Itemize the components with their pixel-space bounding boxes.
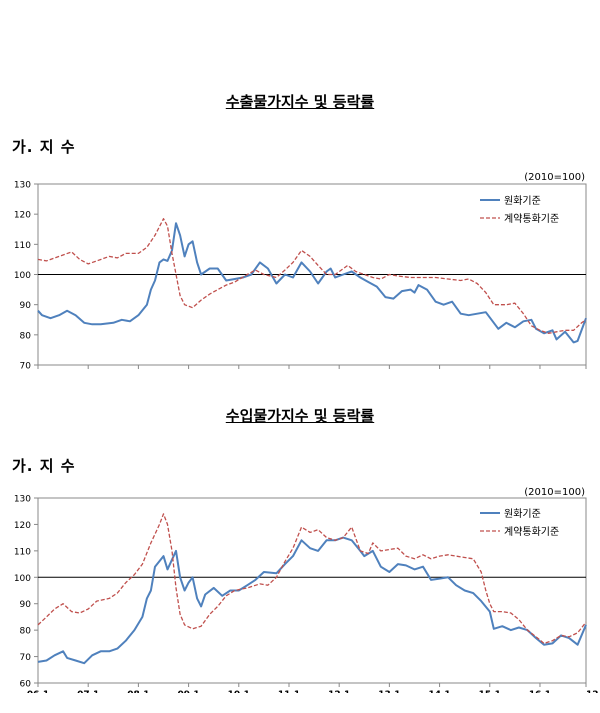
export-price-chart: 70809010011012013006.107.108.109.110.111… — [14, 172, 587, 371]
import-price-chart: 60 70 80 90 100 110 120 130 06.1 07.1 08.1 09.1 10.1… — [14, 487, 599, 693]
y-tick-label: 130 — [14, 495, 31, 505]
y-tick-label: 100 — [14, 271, 31, 281]
series-line-krw — [37, 536, 587, 665]
export-subhead: 가. 지 수 — [12, 138, 76, 156]
y-tick-label: 90 — [20, 301, 32, 311]
base-year-note: (2010=100) — [524, 172, 585, 183]
series-line-contract — [37, 513, 587, 645]
x-tick-label: 15.1 — [479, 690, 501, 693]
y-tick-label: 120 — [14, 521, 31, 531]
y-tick-label: 120 — [14, 211, 31, 221]
legend-label: 계약통화기준 — [504, 213, 559, 225]
legend-label: 원화기준 — [504, 195, 541, 207]
y-tick-label: 70 — [20, 653, 32, 663]
x-tick-label: 12.1 — [328, 690, 350, 693]
import-chart-title: 수입물가지수 및 등락률 — [225, 407, 375, 425]
x-tick-label: 10.1 — [228, 690, 250, 693]
y-tick-label: 80 — [20, 331, 32, 341]
legend-label: 계약통화기준 — [504, 526, 559, 538]
x-tick-label: 13.1 — [378, 690, 400, 693]
x-tick-label: 08.1 — [127, 690, 149, 693]
y-tick-label: 130 — [14, 181, 31, 191]
x-tick-label: 11.1 — [278, 690, 300, 693]
base-year-note: (2010=100) — [524, 487, 585, 498]
series-line-contract — [37, 218, 587, 334]
x-tick-label: 14.1 — [428, 690, 450, 693]
legend-label: 원화기준 — [504, 508, 541, 520]
y-tick-label: 70 — [20, 362, 32, 371]
x-tick-label: 07.1 — [77, 690, 99, 693]
series-line-krw — [37, 222, 587, 344]
y-tick-label: 110 — [14, 241, 31, 251]
x-tick-label: 16.1 — [529, 690, 551, 693]
y-tick-label: 90 — [20, 600, 32, 610]
y-tick-label: 60 — [20, 680, 32, 690]
x-tick-label: 12 — [586, 690, 599, 693]
x-tick-label: 06.1 — [27, 690, 49, 693]
export-chart-title: 수출물가지수 및 등락률 — [225, 93, 375, 111]
y-tick-label: 100 — [14, 574, 31, 584]
x-tick-label: 09.1 — [177, 690, 199, 693]
plot-area — [37, 497, 587, 684]
import-subhead: 가. 지 수 — [12, 457, 76, 475]
y-tick-label: 80 — [20, 627, 32, 637]
y-tick-label: 110 — [14, 547, 31, 557]
